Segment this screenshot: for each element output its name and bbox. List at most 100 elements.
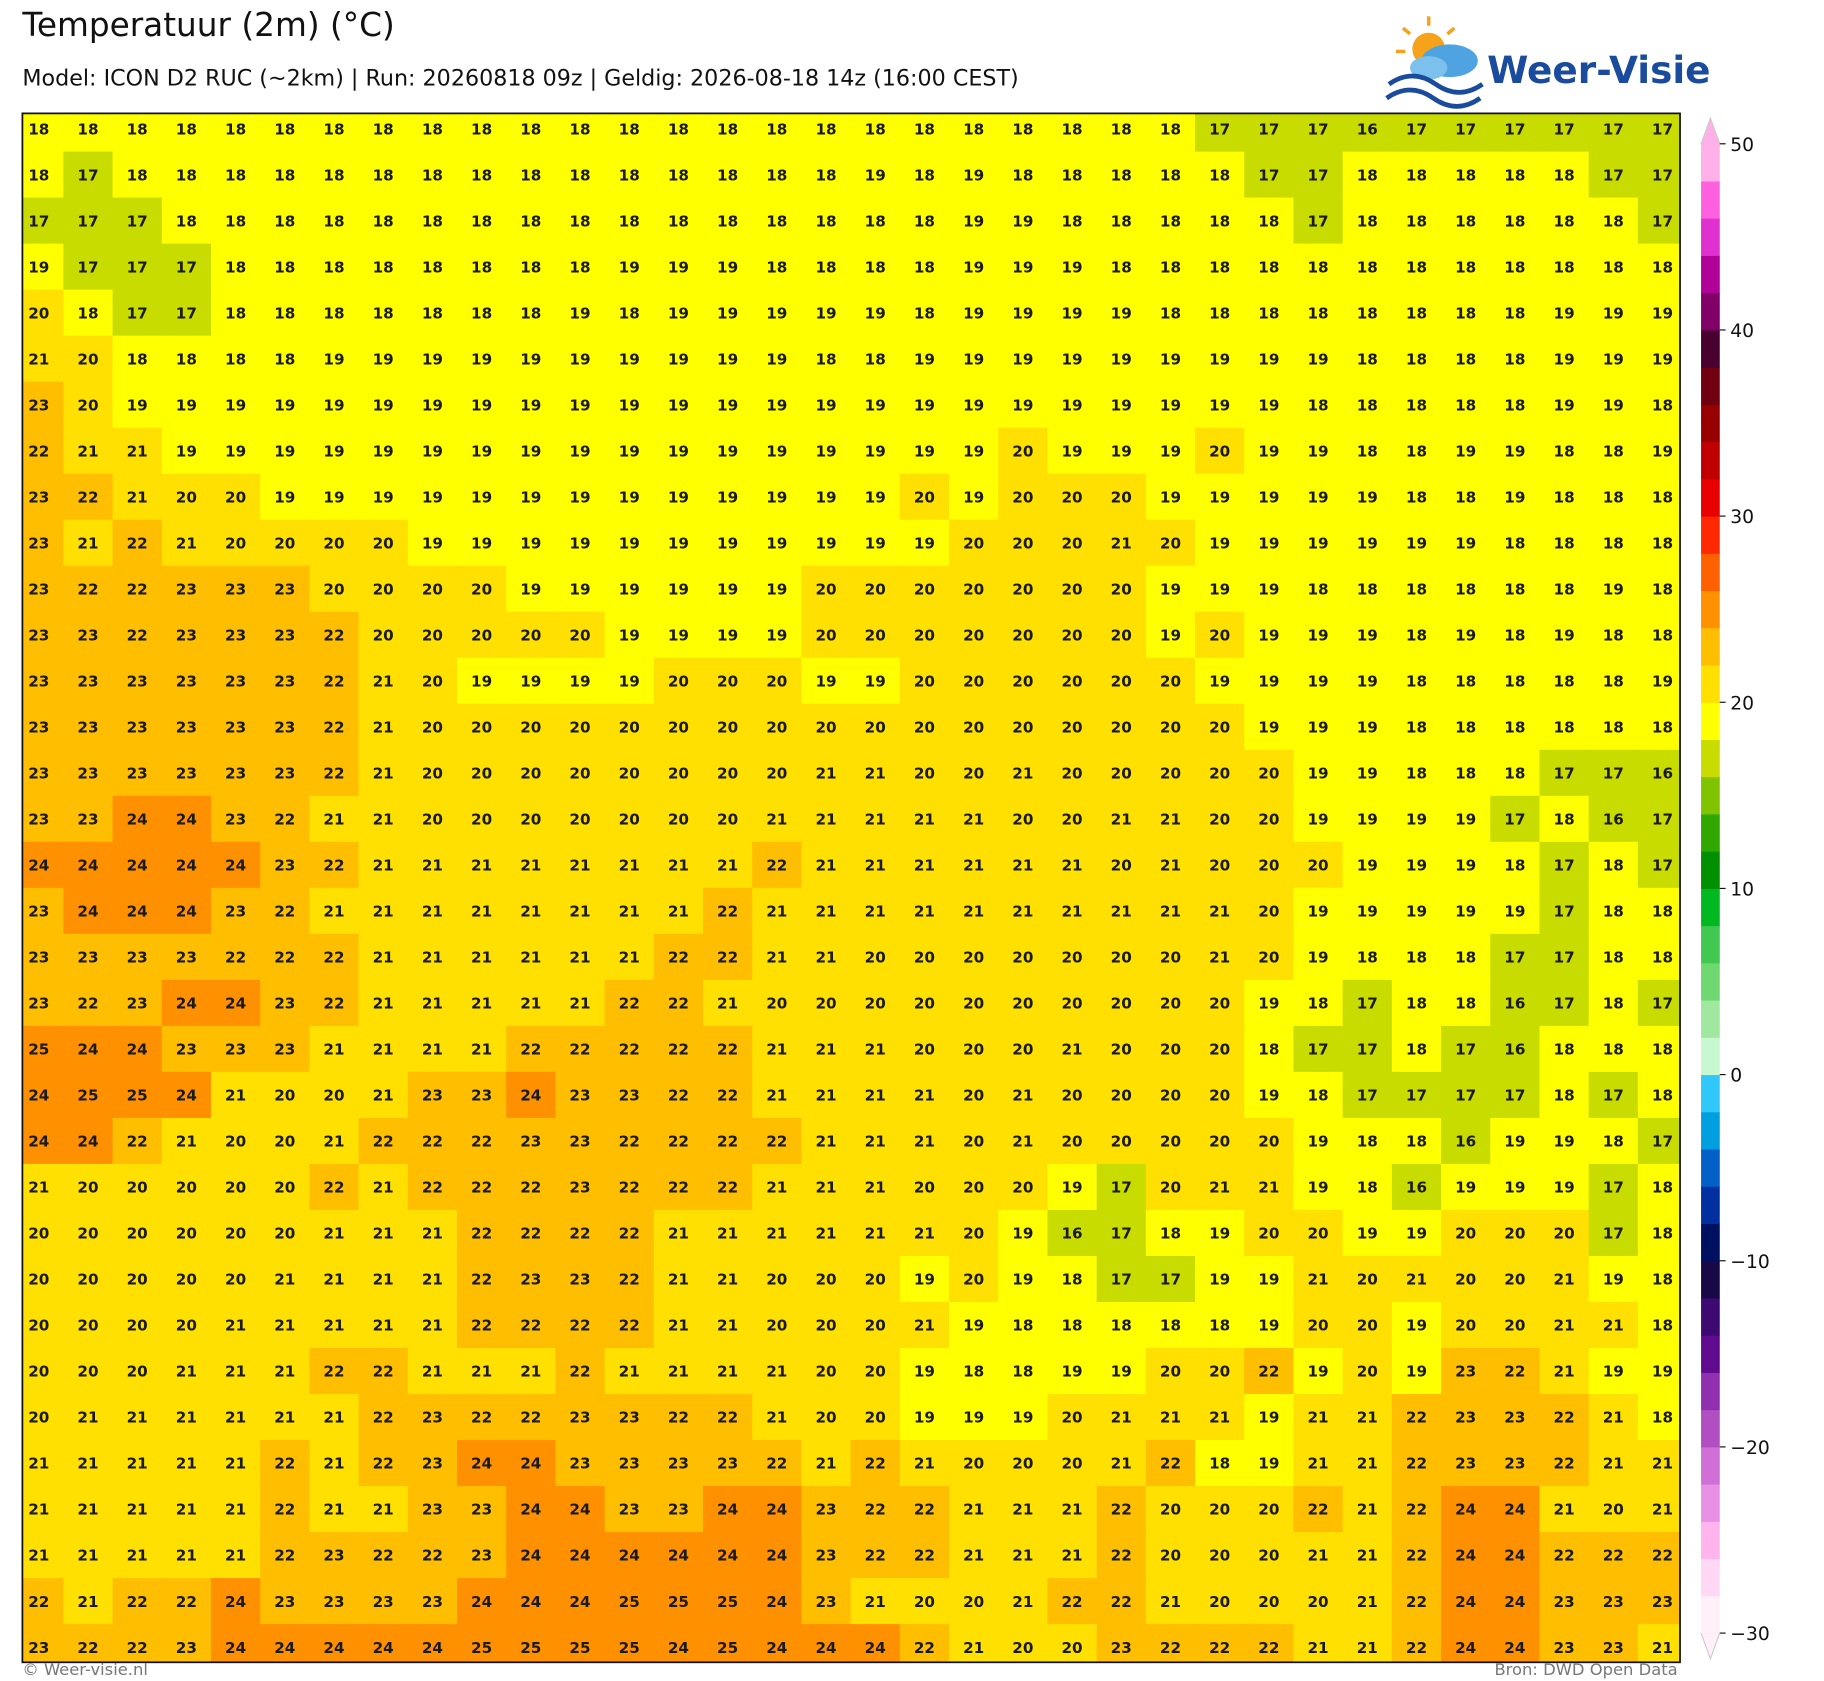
temp-value: 22: [1258, 1363, 1279, 1381]
temp-cell: [899, 1301, 950, 1349]
temp-cell: [1637, 1209, 1681, 1257]
temp-cell: [63, 749, 114, 797]
temp-cell: [1096, 749, 1147, 797]
temp-value: 19: [373, 442, 394, 460]
temp-value: 19: [274, 488, 295, 506]
temp-cell: [752, 1163, 803, 1211]
temp-cell: [1637, 1440, 1681, 1487]
temp-cell: [1441, 611, 1491, 659]
temp-value: 18: [1504, 166, 1525, 184]
temp-cell: [850, 1209, 901, 1257]
temp-cell: [112, 519, 163, 567]
temp-cell: [210, 335, 261, 383]
temp-cell: [22, 795, 65, 843]
temp-value: 19: [520, 350, 541, 368]
temp-value: 20: [176, 1225, 197, 1243]
temp-cell: [653, 197, 704, 245]
temp-value: 23: [619, 1501, 640, 1519]
temp-cell: [358, 1532, 409, 1579]
temp-value: 18: [1357, 304, 1378, 322]
temp-cell: [1244, 1578, 1295, 1625]
temp-value: 20: [569, 764, 590, 782]
temp-cell: [456, 197, 507, 245]
temp-cell: [1047, 1532, 1098, 1579]
temp-value: 20: [963, 1455, 984, 1473]
temp-value: 18: [274, 304, 295, 322]
temp-value: 20: [1504, 1225, 1525, 1243]
temp-cell: [63, 335, 114, 383]
temp-cell: [899, 1440, 950, 1487]
temp-value: 18: [1504, 212, 1525, 230]
temp-value: 19: [1258, 580, 1279, 598]
temp-cell: [949, 197, 999, 245]
temp-cell: [210, 1117, 261, 1165]
temp-value: 17: [1504, 1087, 1525, 1105]
temp-cell: [22, 289, 65, 337]
temp-value: 21: [373, 1317, 394, 1335]
temp-cell: [850, 1071, 901, 1119]
temp-value: 23: [422, 1455, 443, 1473]
temp-value: 20: [274, 1087, 295, 1105]
temp-value: 18: [274, 120, 295, 138]
temp-value: 21: [77, 1501, 98, 1519]
temp-cell: [1588, 611, 1639, 659]
temp-cell: [1047, 113, 1098, 153]
temp-value: 19: [1307, 1179, 1328, 1197]
temp-cell: [850, 427, 901, 475]
temp-cell: [260, 519, 311, 567]
temp-cell: [604, 841, 655, 889]
temp-value: 17: [1406, 1087, 1427, 1105]
temp-cell: [506, 519, 557, 567]
temp-cell: [309, 1117, 360, 1165]
temp-cell: [604, 197, 655, 245]
temp-value: 18: [619, 120, 640, 138]
temp-cell: [1391, 1394, 1442, 1441]
temp-value: 20: [766, 764, 787, 782]
temp-value: 23: [28, 534, 49, 552]
temp-cell: [407, 1025, 458, 1073]
temp-value: 18: [1012, 120, 1033, 138]
temp-value: 25: [668, 1593, 689, 1611]
temp-cell: [1244, 1486, 1295, 1533]
temp-cell: [850, 335, 901, 383]
temp-value: 20: [1061, 580, 1082, 598]
temp-cell: [1539, 657, 1590, 705]
temp-value: 22: [28, 442, 49, 460]
temp-value: 21: [668, 1271, 689, 1289]
temp-value: 21: [668, 903, 689, 921]
temp-value: 20: [28, 304, 49, 322]
temp-cell: [801, 1301, 852, 1349]
temp-cell: [506, 841, 557, 889]
temp-cell: [506, 979, 557, 1027]
temp-value: 20: [963, 1179, 984, 1197]
temp-cell: [407, 151, 458, 199]
temp-cell: [1096, 887, 1147, 935]
temp-cell: [1145, 1347, 1196, 1395]
temp-value: 19: [766, 442, 787, 460]
temp-cell: [1342, 933, 1393, 981]
temp-cell: [653, 289, 704, 337]
temp-value: 18: [1406, 350, 1427, 368]
temp-cell: [1441, 1440, 1491, 1487]
temp-cell: [210, 197, 261, 245]
temp-value: 23: [373, 1593, 394, 1611]
temp-value: 22: [274, 1455, 295, 1473]
temp-cell: [1096, 335, 1147, 383]
temp-value: 22: [668, 1179, 689, 1197]
temp-value: 23: [176, 949, 197, 967]
temp-value: 20: [28, 1317, 49, 1335]
temp-value: 20: [1160, 949, 1181, 967]
temp-cell: [161, 841, 212, 889]
temp-cell: [1391, 1025, 1442, 1073]
temp-cell: [161, 519, 212, 567]
temp-value: 21: [127, 1501, 148, 1519]
temp-cell: [1588, 795, 1639, 843]
temp-value: 18: [766, 166, 787, 184]
temp-cell: [555, 565, 606, 613]
temp-value: 18: [274, 350, 295, 368]
temp-cell: [604, 611, 655, 659]
temp-value: 20: [1160, 1041, 1181, 1059]
temp-cell: [22, 657, 65, 705]
temp-value: 17: [1603, 1087, 1624, 1105]
temp-cell: [1637, 841, 1681, 889]
